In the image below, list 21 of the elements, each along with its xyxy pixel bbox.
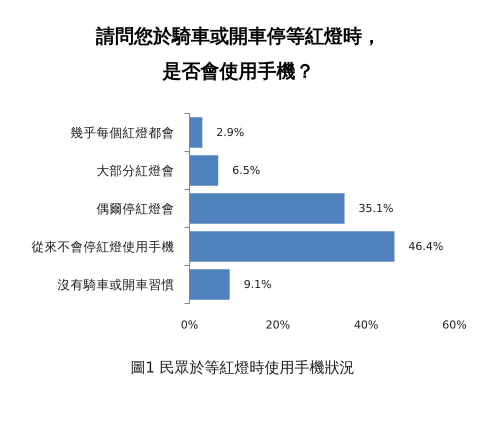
- bar: [190, 231, 394, 262]
- chart-title: 請問您於騎車或開車停等紅燈時，是否會使用手機？: [95, 26, 381, 82]
- bar: [190, 155, 218, 186]
- y-tick-label: 幾乎每個紅燈都會: [70, 125, 174, 140]
- y-tick-label: 大部分紅燈會: [96, 163, 174, 178]
- x-tick-label: 20%: [266, 318, 290, 332]
- caption: 圖1 民眾於等紅燈時使用手機狀況: [130, 358, 355, 376]
- y-tick-label: 沒有騎車或開車習慣: [58, 277, 174, 292]
- x-tick-label: 60%: [442, 318, 467, 332]
- x-tick-label: 0%: [180, 318, 198, 332]
- bar: [190, 193, 345, 224]
- x-tick-label: 40%: [354, 318, 378, 332]
- y-tick-label: 從來不會停紅燈使用手機: [32, 239, 174, 254]
- bar: [190, 269, 230, 300]
- data-label: 9.1%: [244, 278, 272, 291]
- y-tick-label: 偶爾停紅燈會: [96, 201, 174, 216]
- data-label: 46.4%: [408, 240, 444, 253]
- data-label: 6.5%: [232, 164, 260, 177]
- data-label: 2.9%: [216, 126, 244, 139]
- bar: [190, 117, 202, 148]
- data-label: 35.1%: [358, 202, 394, 215]
